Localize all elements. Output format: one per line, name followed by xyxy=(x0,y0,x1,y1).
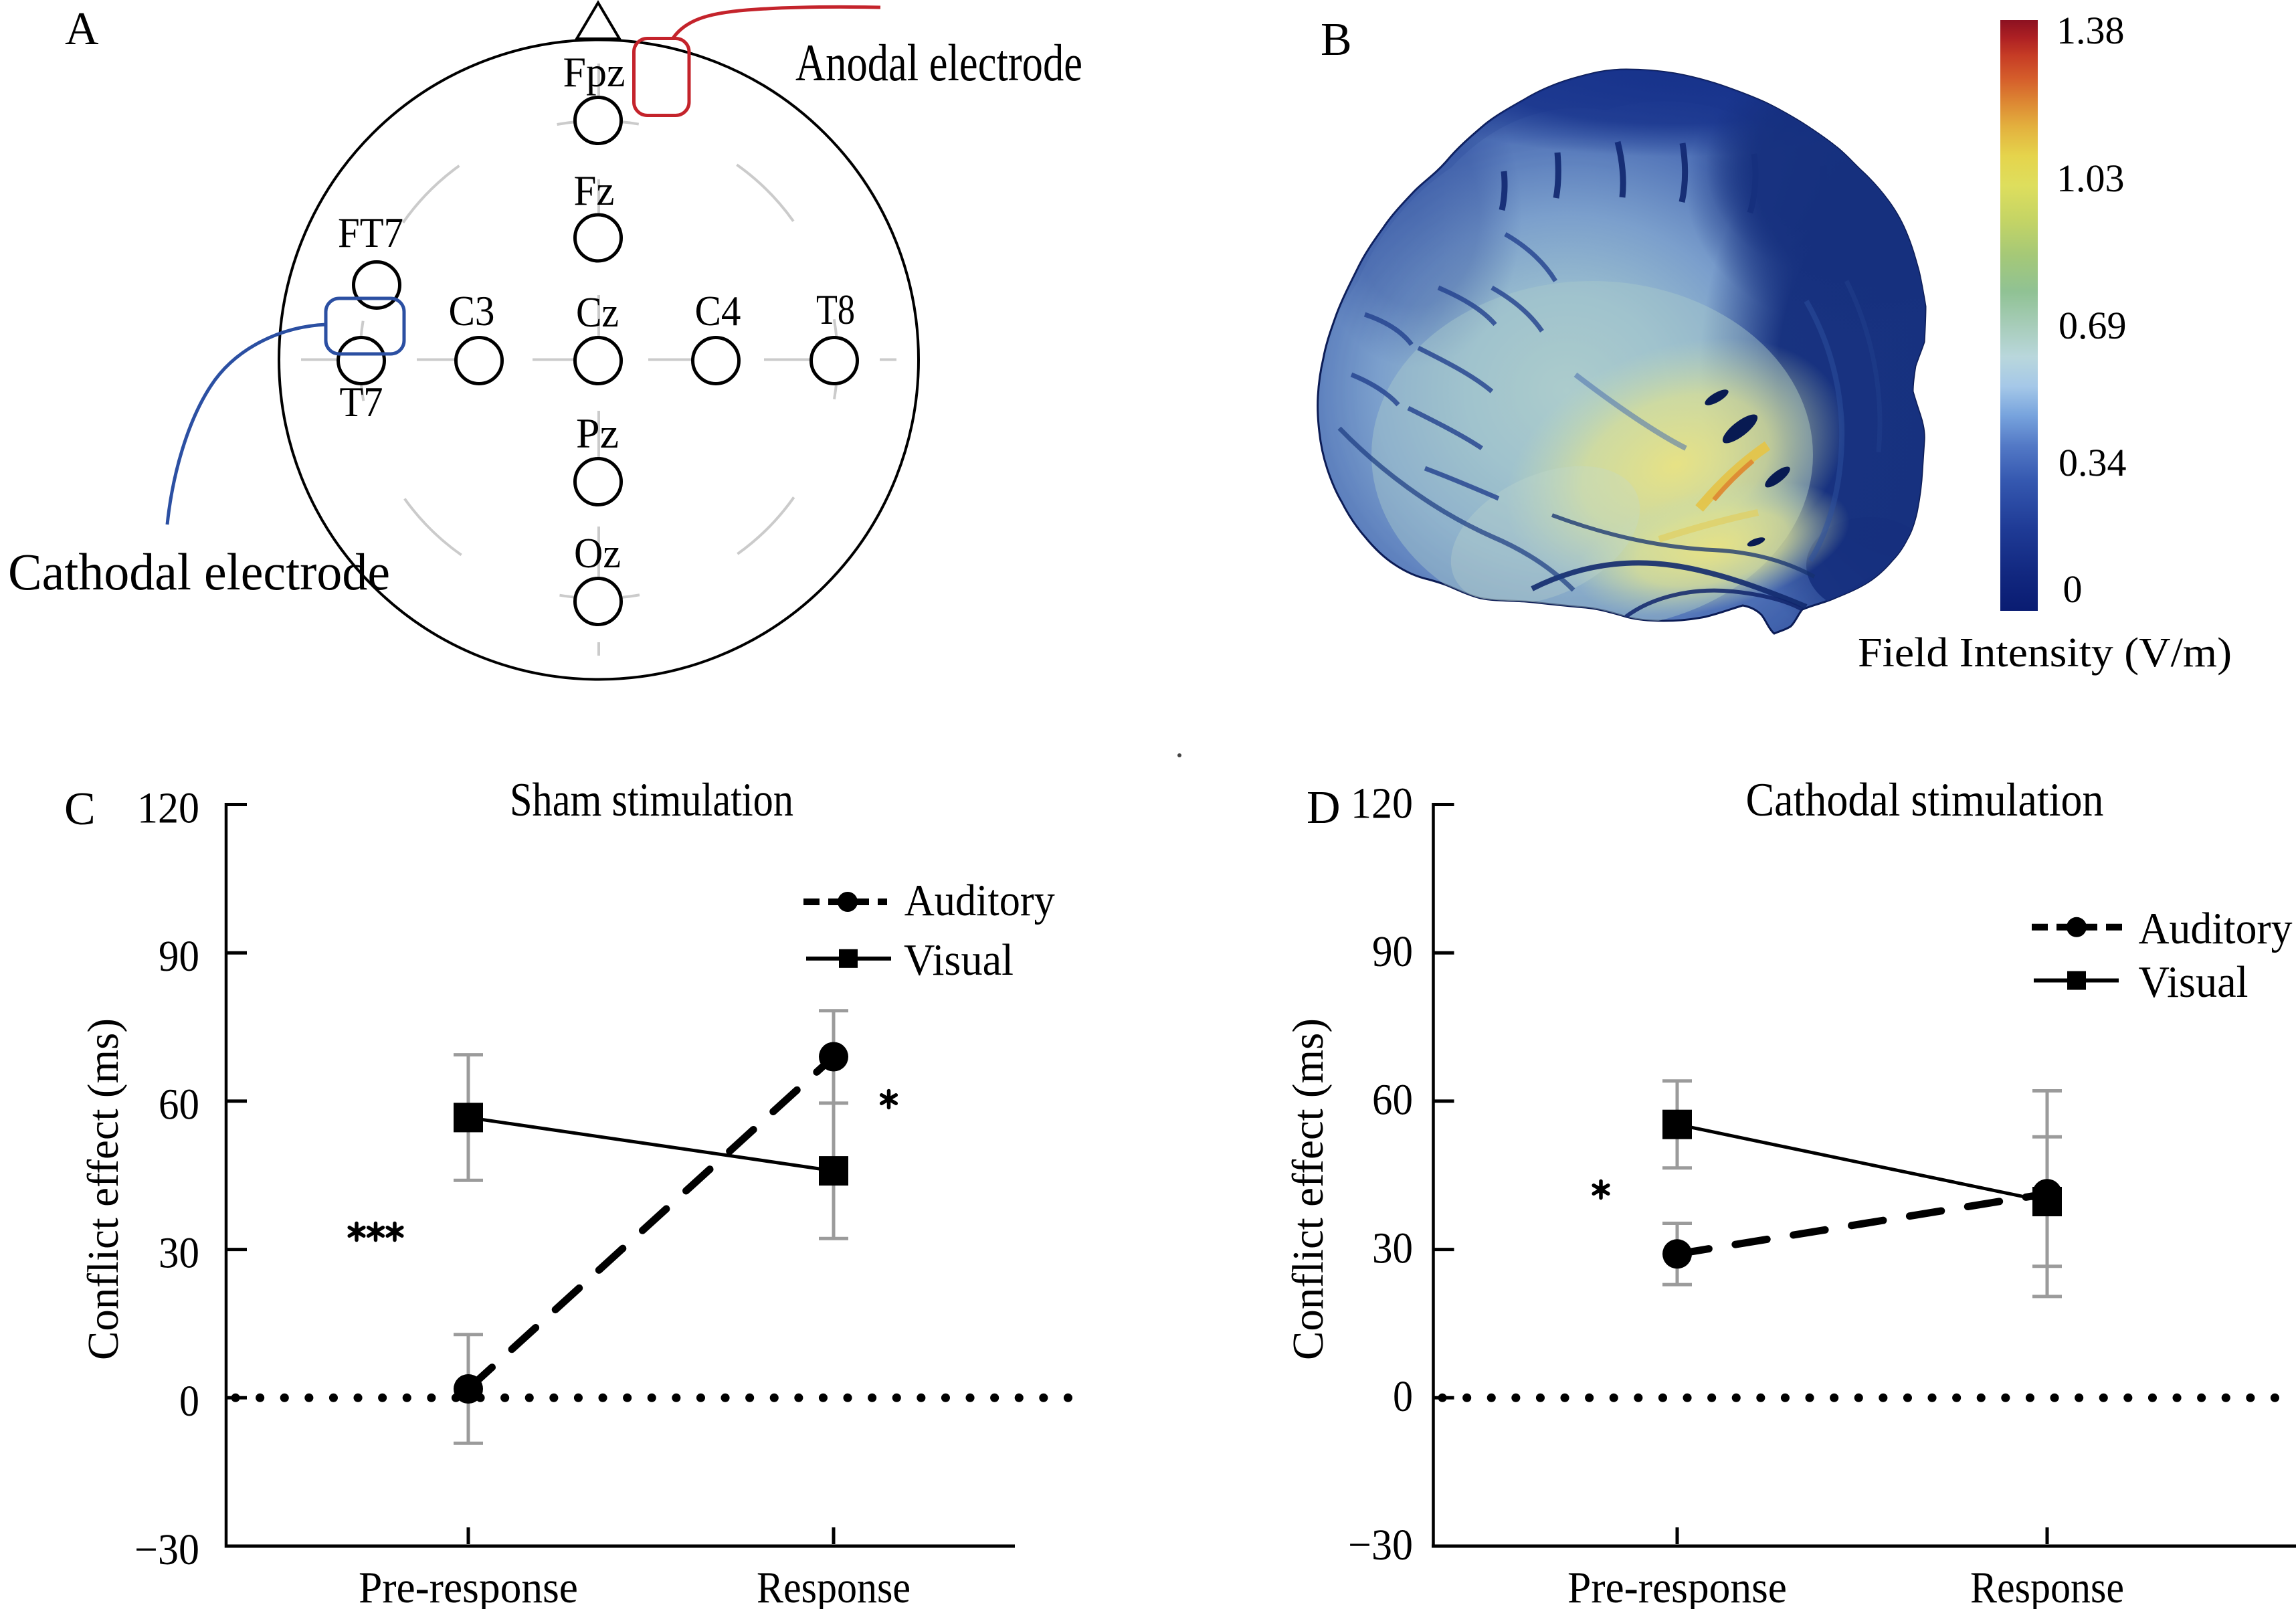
svg-text:Fpz: Fpz xyxy=(563,48,626,96)
svg-text:0.69: 0.69 xyxy=(2059,304,2127,347)
svg-text:120: 120 xyxy=(1351,779,1413,828)
svg-text:Cathodal stimulation: Cathodal stimulation xyxy=(1746,774,2104,826)
svg-text:Cathodal electrode: Cathodal electrode xyxy=(8,543,390,601)
svg-text:Field Intensity (V/m): Field Intensity (V/m) xyxy=(1858,630,2232,676)
svg-text:90: 90 xyxy=(1372,927,1413,976)
svg-text:Oz: Oz xyxy=(574,529,621,577)
svg-text:B: B xyxy=(1321,14,1352,66)
svg-text:D: D xyxy=(1307,782,1341,834)
svg-text:0: 0 xyxy=(179,1377,199,1426)
svg-text:Auditory: Auditory xyxy=(904,876,1055,925)
svg-text:30: 30 xyxy=(1372,1224,1413,1272)
svg-text:Pre-response: Pre-response xyxy=(1567,1563,1787,1609)
svg-text:120: 120 xyxy=(137,783,199,832)
svg-text:Visual: Visual xyxy=(2139,957,2249,1007)
svg-text:Cz: Cz xyxy=(576,288,619,336)
svg-text:0: 0 xyxy=(2063,567,2083,611)
svg-text:Conflict effect (ms): Conflict effect (ms) xyxy=(79,1018,128,1360)
svg-text:0.34: 0.34 xyxy=(2059,441,2127,484)
svg-text:90: 90 xyxy=(159,932,199,981)
svg-text:Auditory: Auditory xyxy=(2139,904,2293,953)
svg-text:0: 0 xyxy=(1393,1372,1413,1421)
svg-text:Response: Response xyxy=(1970,1563,2124,1609)
svg-text:1.03: 1.03 xyxy=(2056,157,2125,200)
svg-text:FT7: FT7 xyxy=(338,209,403,256)
svg-text:60: 60 xyxy=(1372,1076,1413,1125)
svg-text:Pz: Pz xyxy=(576,409,619,457)
svg-text:Visual: Visual xyxy=(904,935,1014,985)
svg-text:T8: T8 xyxy=(816,286,855,333)
svg-text:Response: Response xyxy=(757,1563,911,1609)
svg-text:Fz: Fz xyxy=(574,167,615,214)
svg-text:Anodal electrode: Anodal electrode xyxy=(795,33,1082,92)
svg-text:C3: C3 xyxy=(449,287,495,335)
svg-text:30: 30 xyxy=(159,1228,199,1277)
svg-text:A: A xyxy=(65,3,99,55)
svg-text:Sham stimulation: Sham stimulation xyxy=(510,774,793,826)
svg-text:T7: T7 xyxy=(340,378,383,425)
svg-text:−30: −30 xyxy=(1348,1521,1413,1570)
svg-text:1.38: 1.38 xyxy=(2056,9,2125,52)
svg-text:−30: −30 xyxy=(134,1525,199,1574)
svg-text:C4: C4 xyxy=(695,287,741,335)
svg-text:Conflict effect (ms): Conflict effect (ms) xyxy=(1284,1018,1333,1360)
svg-text:Pre-response: Pre-response xyxy=(359,1563,578,1609)
svg-text:C: C xyxy=(64,783,96,835)
svg-text:60: 60 xyxy=(159,1080,199,1129)
